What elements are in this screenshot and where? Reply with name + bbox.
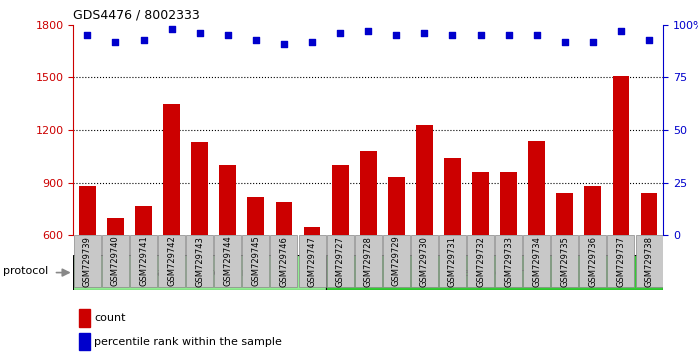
- Point: [391, 33, 402, 38]
- Text: GSM729736: GSM729736: [588, 235, 597, 287]
- Point: [363, 28, 374, 34]
- FancyBboxPatch shape: [327, 235, 354, 287]
- Text: GSM729744: GSM729744: [223, 236, 232, 286]
- Text: GSM729731: GSM729731: [448, 236, 457, 286]
- FancyBboxPatch shape: [439, 235, 466, 287]
- Text: GSM729745: GSM729745: [251, 236, 260, 286]
- Bar: [332, 165, 348, 235]
- Bar: [556, 193, 573, 235]
- FancyBboxPatch shape: [73, 255, 326, 290]
- Point: [644, 37, 655, 42]
- Text: protocol: protocol: [3, 266, 49, 276]
- Bar: [163, 104, 180, 235]
- FancyBboxPatch shape: [74, 235, 101, 287]
- Bar: [444, 158, 461, 235]
- Text: GSM729739: GSM729739: [83, 236, 92, 286]
- Bar: [304, 227, 320, 235]
- Text: GSM729735: GSM729735: [560, 236, 570, 286]
- Text: GSM729737: GSM729737: [616, 235, 625, 287]
- FancyBboxPatch shape: [355, 235, 382, 287]
- Bar: [107, 218, 124, 235]
- Text: GSM729743: GSM729743: [195, 236, 205, 286]
- Text: GSM729730: GSM729730: [420, 236, 429, 286]
- Bar: [613, 76, 630, 235]
- Bar: [191, 142, 208, 235]
- FancyBboxPatch shape: [607, 235, 634, 287]
- Bar: [528, 141, 545, 235]
- Point: [334, 30, 346, 36]
- Text: GDS4476 / 8002333: GDS4476 / 8002333: [73, 9, 200, 22]
- Text: GSM729727: GSM729727: [336, 236, 345, 286]
- FancyBboxPatch shape: [524, 235, 550, 287]
- Point: [194, 30, 205, 36]
- FancyBboxPatch shape: [411, 235, 438, 287]
- Bar: [584, 186, 601, 235]
- FancyBboxPatch shape: [299, 235, 325, 287]
- Text: GSM729740: GSM729740: [111, 236, 120, 286]
- Text: GSM729729: GSM729729: [392, 236, 401, 286]
- Bar: [79, 333, 90, 350]
- Point: [531, 33, 542, 38]
- FancyBboxPatch shape: [636, 235, 662, 287]
- FancyBboxPatch shape: [270, 235, 297, 287]
- Point: [138, 37, 149, 42]
- Text: vector control: vector control: [456, 268, 533, 278]
- Bar: [79, 186, 96, 235]
- Text: GSM729747: GSM729747: [308, 236, 316, 286]
- Text: count: count: [94, 313, 126, 323]
- Point: [616, 28, 627, 34]
- Bar: [388, 177, 405, 235]
- FancyBboxPatch shape: [130, 235, 157, 287]
- FancyBboxPatch shape: [495, 235, 522, 287]
- Text: GSM729732: GSM729732: [476, 236, 485, 286]
- Text: parkin expression: parkin expression: [150, 268, 249, 278]
- Point: [447, 33, 458, 38]
- Point: [110, 39, 121, 45]
- Point: [166, 26, 177, 32]
- Point: [82, 33, 93, 38]
- FancyBboxPatch shape: [551, 235, 578, 287]
- Bar: [276, 202, 292, 235]
- FancyBboxPatch shape: [326, 255, 663, 290]
- FancyBboxPatch shape: [214, 235, 242, 287]
- Bar: [500, 172, 517, 235]
- FancyBboxPatch shape: [102, 235, 129, 287]
- Text: GSM729742: GSM729742: [167, 236, 176, 286]
- Text: GSM729733: GSM729733: [504, 235, 513, 287]
- Bar: [247, 197, 265, 235]
- Bar: [135, 206, 152, 235]
- Bar: [641, 193, 658, 235]
- Bar: [359, 151, 377, 235]
- Point: [279, 41, 290, 47]
- FancyBboxPatch shape: [158, 235, 185, 287]
- Text: GSM729741: GSM729741: [139, 236, 148, 286]
- Bar: [79, 309, 90, 327]
- FancyBboxPatch shape: [242, 235, 269, 287]
- FancyBboxPatch shape: [467, 235, 494, 287]
- Bar: [219, 165, 236, 235]
- Bar: [416, 125, 433, 235]
- Text: GSM729728: GSM729728: [364, 236, 373, 286]
- Point: [251, 37, 262, 42]
- FancyBboxPatch shape: [579, 235, 607, 287]
- Text: percentile rank within the sample: percentile rank within the sample: [94, 337, 282, 347]
- Bar: [472, 172, 489, 235]
- Point: [475, 33, 486, 38]
- Text: GSM729738: GSM729738: [644, 235, 653, 287]
- Text: GSM729734: GSM729734: [532, 236, 541, 286]
- Point: [222, 33, 233, 38]
- FancyBboxPatch shape: [383, 235, 410, 287]
- Text: GSM729746: GSM729746: [279, 236, 288, 286]
- FancyBboxPatch shape: [186, 235, 213, 287]
- Point: [503, 33, 514, 38]
- Point: [587, 39, 598, 45]
- Point: [419, 30, 430, 36]
- Point: [559, 39, 570, 45]
- Point: [306, 39, 318, 45]
